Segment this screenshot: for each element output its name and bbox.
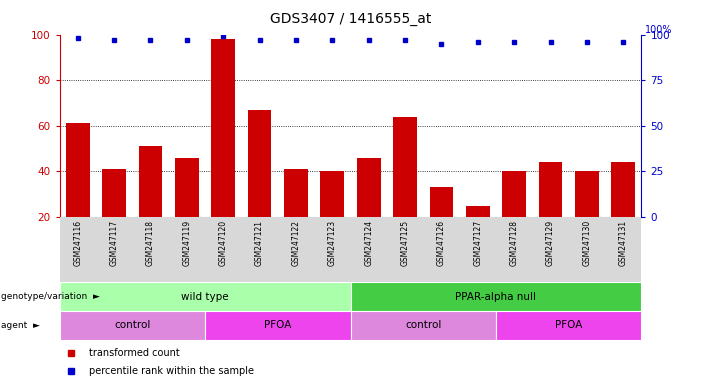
Text: PFOA: PFOA [264, 320, 292, 331]
Text: GSM247123: GSM247123 [328, 220, 336, 266]
Bar [139, 146, 163, 217]
Text: GSM247116: GSM247116 [74, 220, 82, 266]
Bar [60, 311, 205, 340]
Bar [503, 171, 526, 217]
Text: 100%: 100% [645, 25, 672, 35]
Text: GSM247121: GSM247121 [255, 220, 264, 266]
Bar [611, 162, 635, 217]
Text: PPAR-alpha null: PPAR-alpha null [456, 291, 536, 302]
Bar [575, 171, 599, 217]
Text: GDS3407 / 1416555_at: GDS3407 / 1416555_at [270, 12, 431, 25]
Text: GSM247131: GSM247131 [619, 220, 627, 266]
Text: control: control [405, 320, 442, 331]
Text: GSM247118: GSM247118 [146, 220, 155, 266]
Bar [393, 117, 417, 217]
Bar [350, 282, 641, 311]
Bar [430, 187, 454, 217]
Text: GSM247122: GSM247122 [292, 220, 301, 266]
Text: GSM247117: GSM247117 [109, 220, 118, 266]
Text: genotype/variation  ►: genotype/variation ► [1, 292, 100, 301]
Text: transformed count: transformed count [88, 348, 179, 358]
Bar [496, 311, 641, 340]
Bar [350, 311, 496, 340]
Bar [66, 124, 90, 217]
Bar [175, 158, 198, 217]
Bar [357, 158, 381, 217]
Bar [205, 311, 350, 340]
Text: GSM247119: GSM247119 [182, 220, 191, 266]
Text: GSM247126: GSM247126 [437, 220, 446, 266]
Bar [247, 110, 271, 217]
Bar [466, 205, 489, 217]
Bar [60, 282, 350, 311]
Bar [284, 169, 308, 217]
Bar [538, 162, 562, 217]
Text: GSM247120: GSM247120 [219, 220, 228, 266]
Text: GSM247129: GSM247129 [546, 220, 555, 266]
Bar [320, 171, 344, 217]
Text: GSM247128: GSM247128 [510, 220, 519, 266]
Text: wild type: wild type [182, 291, 229, 302]
Bar [102, 169, 126, 217]
Text: GSM247125: GSM247125 [400, 220, 409, 266]
Text: control: control [114, 320, 151, 331]
Bar [212, 39, 235, 217]
Text: PFOA: PFOA [555, 320, 583, 331]
Text: GSM247127: GSM247127 [473, 220, 482, 266]
Text: GSM247124: GSM247124 [365, 220, 373, 266]
Text: percentile rank within the sample: percentile rank within the sample [88, 366, 254, 376]
Text: agent  ►: agent ► [1, 321, 39, 330]
Text: GSM247130: GSM247130 [583, 220, 592, 266]
